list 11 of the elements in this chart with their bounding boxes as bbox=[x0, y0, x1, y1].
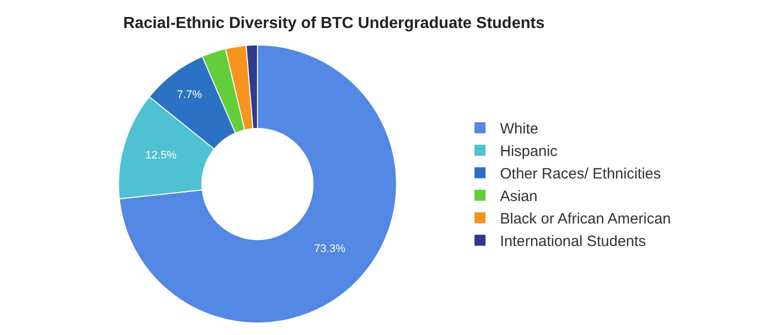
chart-title: Racial-Ethnic Diversity of BTC Undergraduate Students bbox=[123, 14, 545, 32]
legend-label: Asian bbox=[500, 188, 538, 206]
legend-label: Other Races/ Ethnicities bbox=[500, 166, 661, 183]
legend-label: White bbox=[500, 120, 538, 138]
legend-label: Hispanic bbox=[500, 143, 558, 160]
data-label: 73.3% bbox=[314, 243, 346, 256]
legend-label: International Students bbox=[500, 233, 646, 250]
data-label: 12.5% bbox=[145, 150, 177, 162]
donut-slice bbox=[118, 44, 397, 324]
data-label: 7.7% bbox=[176, 88, 202, 101]
legend-label: Black or African American bbox=[500, 210, 671, 228]
